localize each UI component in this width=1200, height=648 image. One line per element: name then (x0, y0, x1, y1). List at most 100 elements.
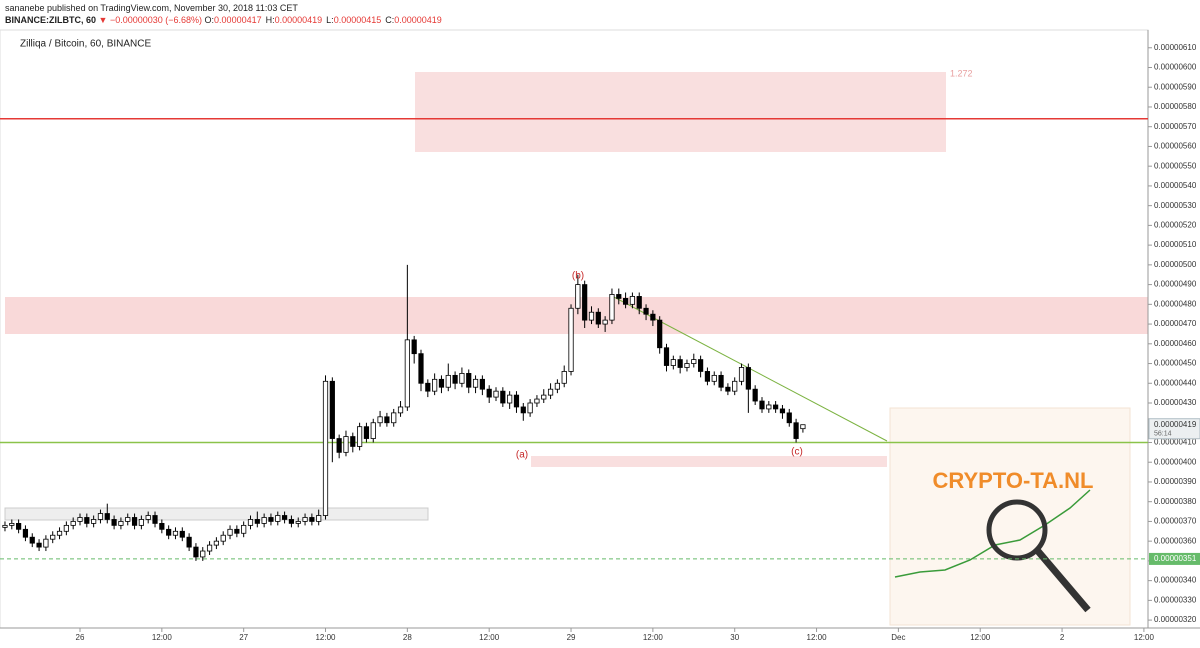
candle-body (411, 339, 417, 355)
candle-body (186, 536, 192, 548)
candle-body (70, 521, 76, 526)
ohlc-key: H: (265, 15, 275, 25)
candle-body (418, 353, 424, 384)
x-tick-label: 12:00 (643, 633, 664, 642)
chart: CRYPTO-TA.NL Zilliqa / Bitcoin, 60, BINA… (0, 29, 1200, 642)
candle-body (213, 540, 219, 546)
y-tick-label: 0.00000330 (1154, 595, 1197, 604)
candle-body (377, 416, 383, 424)
candle-body (438, 378, 445, 388)
candle-body (773, 404, 779, 410)
y-tick-label: 0.00000430 (1154, 398, 1197, 407)
y-tick-label: 0.00000410 (1154, 438, 1197, 447)
candle-body (534, 398, 540, 404)
candle-body (568, 307, 574, 372)
y-tick-label: 0.00000380 (1154, 497, 1197, 506)
change: ▼ −0.00000030 (−6.68%) (98, 15, 203, 25)
candle-body (547, 388, 554, 396)
candle-body (159, 522, 165, 530)
candle-body (561, 371, 567, 384)
candle-body (111, 519, 117, 526)
target-zone (415, 72, 946, 152)
y-tick-label: 0.00000500 (1154, 260, 1197, 269)
candle-body (288, 519, 295, 524)
candle-body (397, 406, 404, 414)
ohlc-value: 0.00000419 (274, 15, 323, 25)
x-tick-label: 26 (76, 633, 85, 642)
last-price-label: 0.00000419 (1154, 420, 1197, 429)
y-tick-label: 0.00000600 (1154, 63, 1197, 72)
base-zone (4, 507, 429, 521)
candle-body (500, 390, 506, 404)
support-zone (531, 456, 887, 467)
candle-body (629, 296, 636, 305)
wave-label: (b) (572, 271, 584, 282)
candle-body (241, 524, 247, 534)
candle-body (779, 408, 786, 414)
level-label: 0.00000351 (1154, 554, 1197, 563)
candle-body (800, 424, 806, 430)
candle-body (343, 436, 349, 453)
y-tick-label: 0.00000460 (1154, 339, 1197, 348)
y-tick-label: 0.00000360 (1154, 536, 1197, 545)
candle-body (350, 436, 356, 447)
y-tick-label: 0.00000480 (1154, 299, 1197, 308)
candle-body (595, 311, 601, 325)
candle-body (602, 319, 608, 325)
y-tick-label: 0.00000320 (1154, 615, 1197, 624)
candle-body (9, 522, 15, 526)
y-tick-label: 0.00000400 (1154, 457, 1197, 466)
candle-body (663, 347, 670, 366)
candle-body (43, 538, 49, 548)
ohlc-key: L: (326, 15, 334, 25)
x-tick-label: 29 (567, 633, 576, 642)
logo-handle (1034, 547, 1091, 613)
y-tick-label: 0.00000390 (1154, 477, 1197, 486)
candle-body (691, 359, 697, 364)
candle-body (336, 438, 342, 453)
candle-body (738, 367, 745, 382)
level-label-box (1149, 552, 1200, 565)
candle-body (479, 378, 485, 390)
candle-body (745, 367, 751, 390)
candle-body (759, 400, 765, 410)
logo-text: CRYPTO-TA.NL (933, 468, 1094, 493)
candle-body (704, 371, 711, 382)
y-tick-label: 0.00000470 (1154, 319, 1197, 328)
candle-body (486, 388, 492, 398)
y-tick-label: 0.00000550 (1154, 161, 1197, 170)
candle-body (363, 426, 370, 439)
ohlc: O:0.00000417 H:0.00000419 L:0.00000415 C:0.… (205, 15, 446, 25)
candle-body (766, 404, 772, 410)
published-line: sananebe published on TradingView.com, N… (5, 3, 298, 13)
candle-body (275, 515, 281, 522)
x-tick-label: 12:00 (807, 633, 828, 642)
x-tick-label: 27 (239, 633, 248, 642)
candle-body (295, 521, 301, 524)
candle-body (711, 374, 717, 382)
logo-lens (986, 499, 1048, 561)
candle-body (281, 515, 288, 520)
y-tick-label: 0.00000520 (1154, 220, 1197, 229)
y-tick-label: 0.00000610 (1154, 43, 1197, 52)
y-tick-label: 0.00000340 (1154, 576, 1197, 585)
candle-body (370, 422, 376, 439)
x-tick-label: 2 (1060, 633, 1065, 642)
candle-body (698, 359, 704, 372)
candle-body (425, 382, 431, 392)
candle-body (541, 394, 547, 400)
candle-body (316, 515, 322, 522)
candle-body (302, 517, 308, 522)
logo-bg (889, 407, 1131, 626)
countdown: 56:14 (1154, 431, 1172, 438)
candle-body (84, 517, 90, 524)
y-tick-label: 0.00000370 (1154, 517, 1197, 526)
candle-body (452, 374, 458, 384)
ohlc-value: 0.00000417 (214, 15, 262, 25)
candle-body (650, 313, 656, 321)
candle-body (206, 544, 213, 552)
candle-body (472, 378, 479, 388)
ohlc-value: 0.00000419 (394, 15, 442, 25)
candle-body (125, 517, 131, 522)
